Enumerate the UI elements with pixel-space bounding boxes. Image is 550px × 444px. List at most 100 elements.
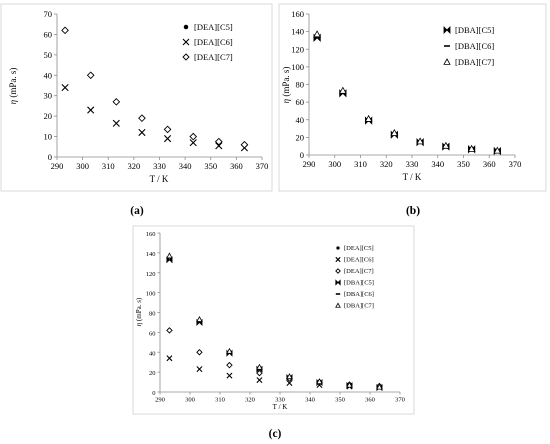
y-tick-label: 40 — [149, 350, 156, 357]
panel-a-label: (a) — [130, 205, 144, 217]
x-tick-label: 310 — [215, 397, 225, 404]
legend-marker-x — [335, 256, 341, 263]
x-tick-label: 300 — [328, 159, 341, 169]
x-tick-label: 370 — [256, 161, 269, 171]
legend-marker-diamond — [335, 268, 341, 274]
data-point-x — [166, 355, 173, 362]
data-point-triangle — [338, 86, 347, 94]
data-point-diamond — [61, 26, 69, 35]
x-tick-label: 340 — [179, 161, 192, 171]
panel-b-label: (b) — [406, 205, 420, 217]
legend-label: [DBA][C7] — [344, 303, 374, 310]
legend-label: [DEA][C5] — [344, 245, 374, 252]
x-tick-label: 320 — [128, 161, 141, 171]
legend-marker-dot — [183, 24, 189, 30]
x-tick-label: 350 — [335, 397, 345, 404]
legend-marker-diamond — [182, 53, 190, 61]
y-tick-label: 60 — [149, 330, 156, 337]
y-tick-label: 30 — [44, 91, 53, 101]
y-tick-label: 80 — [149, 311, 156, 318]
data-point-triangle — [364, 114, 373, 122]
data-point-triangle — [441, 141, 450, 149]
y-axis-label: η (mPa. s) — [8, 68, 18, 105]
data-point-x — [196, 366, 203, 373]
y-tick-label: 100 — [291, 62, 304, 72]
y-tick-label: 60 — [44, 29, 53, 39]
legend-label: [DEA][C6] — [194, 37, 233, 47]
y-tick-label: 20 — [149, 370, 156, 377]
x-tick-label: 350 — [204, 161, 217, 171]
y-tick-label: 0 — [48, 152, 52, 162]
data-point-triangle — [416, 137, 424, 145]
panel-b-chart: 290 300 310 320 330 340 350 360 370 0 20 40 60 80 100 1… — [281, 9, 521, 182]
legend-marker-triangle — [443, 58, 451, 65]
legend-label: [DEA][C7] — [194, 52, 233, 62]
legend-marker-dot — [336, 246, 340, 250]
panel-b-frame — [278, 3, 547, 192]
data-point-x — [189, 139, 197, 147]
x-tick-label: 360 — [365, 397, 375, 404]
data-point-diamond — [214, 137, 223, 146]
data-point-triangle — [390, 128, 399, 136]
x-tick-label: 310 — [102, 161, 115, 171]
y-tick-label: 20 — [296, 132, 305, 142]
y-tick-label: 120 — [291, 44, 304, 54]
legend-marker-bowtie — [443, 26, 451, 34]
legend-label: [DBA][C6] — [455, 41, 494, 51]
panel-a-frame — [0, 3, 273, 192]
data-point-bowtie — [196, 318, 203, 327]
x-tick-label: 320 — [245, 397, 255, 404]
legend-label: [DEA][C5] — [194, 22, 233, 32]
y-tick-label: 60 — [296, 97, 305, 107]
y-tick-label: 40 — [44, 70, 53, 80]
y-tick-label: 140 — [146, 251, 156, 258]
data-point-x — [163, 135, 172, 143]
legend-label: [DEA][C7] — [344, 268, 374, 275]
data-point-x — [138, 128, 146, 137]
legend-label: [DEA][C6] — [344, 257, 374, 264]
x-tick-label: 290 — [303, 159, 316, 169]
panel-c-chart: 290 300 310 320 330 340 350 360 370 0 20 40 60 80 100 1… — [135, 231, 405, 411]
data-point-diamond — [189, 132, 198, 141]
data-point-triangle — [226, 347, 233, 354]
data-point-triangle — [316, 378, 323, 385]
data-point-diamond — [163, 125, 172, 134]
legend-label: [DBA][C5] — [344, 280, 374, 287]
data-point-x — [215, 142, 223, 150]
data-point-diamond — [166, 327, 173, 334]
data-point-x — [256, 377, 263, 384]
y-tick-label: 160 — [146, 231, 156, 238]
x-tick-label: 370 — [395, 397, 405, 404]
data-point-x — [87, 106, 95, 114]
y-tick-label: 10 — [44, 132, 53, 142]
y-tick-label: 20 — [44, 111, 53, 121]
x-tick-label: 320 — [380, 159, 393, 169]
legend-label: [DBA][C5] — [455, 25, 494, 35]
y-tick-label: 50 — [44, 50, 53, 60]
data-point-triangle — [313, 30, 321, 38]
x-tick-label: 340 — [431, 159, 444, 169]
legend-label: [DBA][C6] — [344, 291, 374, 298]
x-tick-label: 370 — [509, 159, 522, 169]
panel-c-frame — [132, 225, 415, 415]
panel-c-label: (c) — [269, 428, 282, 440]
x-tick-label: 300 — [76, 161, 89, 171]
data-point-diamond — [112, 98, 121, 106]
x-tick-label: 290 — [51, 161, 64, 171]
y-tick-label: 80 — [296, 80, 305, 90]
y-tick-label: 0 — [152, 390, 155, 397]
y-tick-label: 120 — [146, 271, 156, 278]
x-axis-label: T / K — [273, 403, 288, 411]
y-tick-label: 140 — [291, 27, 304, 37]
legend-marker-x — [182, 38, 190, 46]
data-point-diamond — [138, 114, 146, 123]
panel-a-chart: 290 300 310 320 330 340 350 360 370 0 10 20 30 40 50 60… — [8, 9, 268, 184]
y-axis-label: η (mPa. s) — [135, 297, 143, 326]
x-tick-label: 350 — [457, 159, 470, 169]
x-tick-label: 360 — [230, 161, 243, 171]
x-tick-label: 300 — [185, 397, 195, 404]
data-point-triangle — [286, 373, 293, 380]
legend-marker-bowtie — [335, 279, 341, 286]
data-point-triangle — [256, 363, 263, 370]
